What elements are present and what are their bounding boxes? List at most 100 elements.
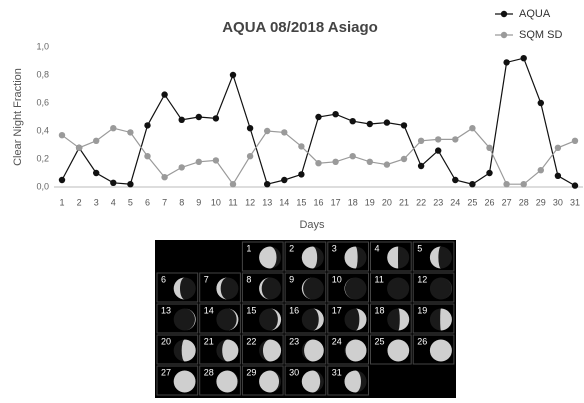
day-label: 10 xyxy=(332,274,342,284)
data-point xyxy=(127,129,133,135)
day-label: 21 xyxy=(204,336,214,346)
data-point xyxy=(486,145,492,151)
day-label: 27 xyxy=(161,367,171,377)
data-point xyxy=(350,153,356,159)
day-label: 12 xyxy=(417,274,427,284)
x-tick-label: 26 xyxy=(484,197,494,207)
x-tick-label: 15 xyxy=(296,197,306,207)
day-label: 18 xyxy=(375,305,385,315)
x-tick-label: 5 xyxy=(128,197,133,207)
data-point xyxy=(469,125,475,131)
data-point xyxy=(213,115,219,121)
y-tick-label: 0,2 xyxy=(36,153,49,163)
legend-marker xyxy=(501,32,507,38)
x-tick-label: 30 xyxy=(553,197,563,207)
data-point xyxy=(555,145,561,151)
data-point xyxy=(452,136,458,142)
data-point xyxy=(110,180,116,186)
day-label: 7 xyxy=(204,274,209,284)
data-point xyxy=(538,100,544,106)
x-tick-label: 25 xyxy=(467,197,477,207)
day-label: 1 xyxy=(246,243,251,253)
data-point xyxy=(486,170,492,176)
data-point xyxy=(418,163,424,169)
data-point xyxy=(179,117,185,123)
day-label: 20 xyxy=(161,336,171,346)
data-point xyxy=(418,138,424,144)
data-point xyxy=(230,181,236,187)
day-label: 22 xyxy=(246,336,256,346)
data-point xyxy=(315,160,321,166)
y-tick-label: 0,8 xyxy=(36,69,49,79)
data-point xyxy=(572,138,578,144)
day-label: 4 xyxy=(375,243,380,253)
data-point xyxy=(367,159,373,165)
data-point xyxy=(350,118,356,124)
data-point xyxy=(503,181,509,187)
day-label: 30 xyxy=(289,367,299,377)
data-point xyxy=(76,145,82,151)
data-point xyxy=(298,171,304,177)
x-tick-label: 12 xyxy=(245,197,255,207)
x-tick-label: 17 xyxy=(331,197,341,207)
day-label: 13 xyxy=(161,305,171,315)
data-point xyxy=(59,132,65,138)
data-point xyxy=(93,138,99,144)
moon-dark xyxy=(387,278,409,300)
x-tick-label: 7 xyxy=(162,197,167,207)
day-label: 23 xyxy=(289,336,299,346)
data-point xyxy=(59,177,65,183)
x-tick-label: 1 xyxy=(59,197,64,207)
data-point xyxy=(230,72,236,78)
data-point xyxy=(144,153,150,159)
x-tick-label: 6 xyxy=(145,197,150,207)
x-tick-label: 11 xyxy=(228,197,237,207)
day-label: 2 xyxy=(289,243,294,253)
legend-marker xyxy=(501,11,507,17)
data-point xyxy=(452,177,458,183)
data-point xyxy=(521,181,527,187)
data-point xyxy=(161,91,167,97)
legend-label: SQM SD xyxy=(519,29,562,41)
data-point xyxy=(196,159,202,165)
data-point xyxy=(298,143,304,149)
day-label: 25 xyxy=(375,336,385,346)
data-point xyxy=(384,119,390,125)
y-tick-label: 0,4 xyxy=(36,125,49,135)
day-label: 17 xyxy=(332,305,342,315)
data-point xyxy=(367,121,373,127)
x-tick-label: 2 xyxy=(77,197,82,207)
x-tick-label: 22 xyxy=(416,197,426,207)
data-point xyxy=(144,122,150,128)
y-tick-label: 0,0 xyxy=(36,181,49,191)
day-label: 24 xyxy=(332,336,342,346)
x-tick-label: 16 xyxy=(313,197,323,207)
day-label: 28 xyxy=(204,367,214,377)
day-label: 3 xyxy=(332,243,337,253)
x-tick-label: 9 xyxy=(196,197,201,207)
data-point xyxy=(196,114,202,120)
x-tick-label: 8 xyxy=(179,197,184,207)
moon-lit xyxy=(387,340,409,362)
data-point xyxy=(521,55,527,61)
data-point xyxy=(435,136,441,142)
x-tick-label: 14 xyxy=(279,197,289,207)
x-tick-label: 21 xyxy=(399,197,409,207)
data-point xyxy=(281,129,287,135)
x-axis-label: Days xyxy=(299,219,325,231)
data-point xyxy=(401,122,407,128)
x-tick-label: 20 xyxy=(382,197,392,207)
data-point xyxy=(469,181,475,187)
day-label: 11 xyxy=(375,274,384,284)
moon-dark xyxy=(430,278,452,300)
data-point xyxy=(503,59,509,65)
data-point xyxy=(161,174,167,180)
x-tick-label: 4 xyxy=(111,197,116,207)
x-tick-label: 28 xyxy=(519,197,529,207)
moon-lit xyxy=(216,371,237,393)
data-point xyxy=(538,167,544,173)
day-label: 29 xyxy=(246,367,256,377)
day-label: 6 xyxy=(161,274,166,284)
data-point xyxy=(213,157,219,163)
day-label: 14 xyxy=(204,305,214,315)
